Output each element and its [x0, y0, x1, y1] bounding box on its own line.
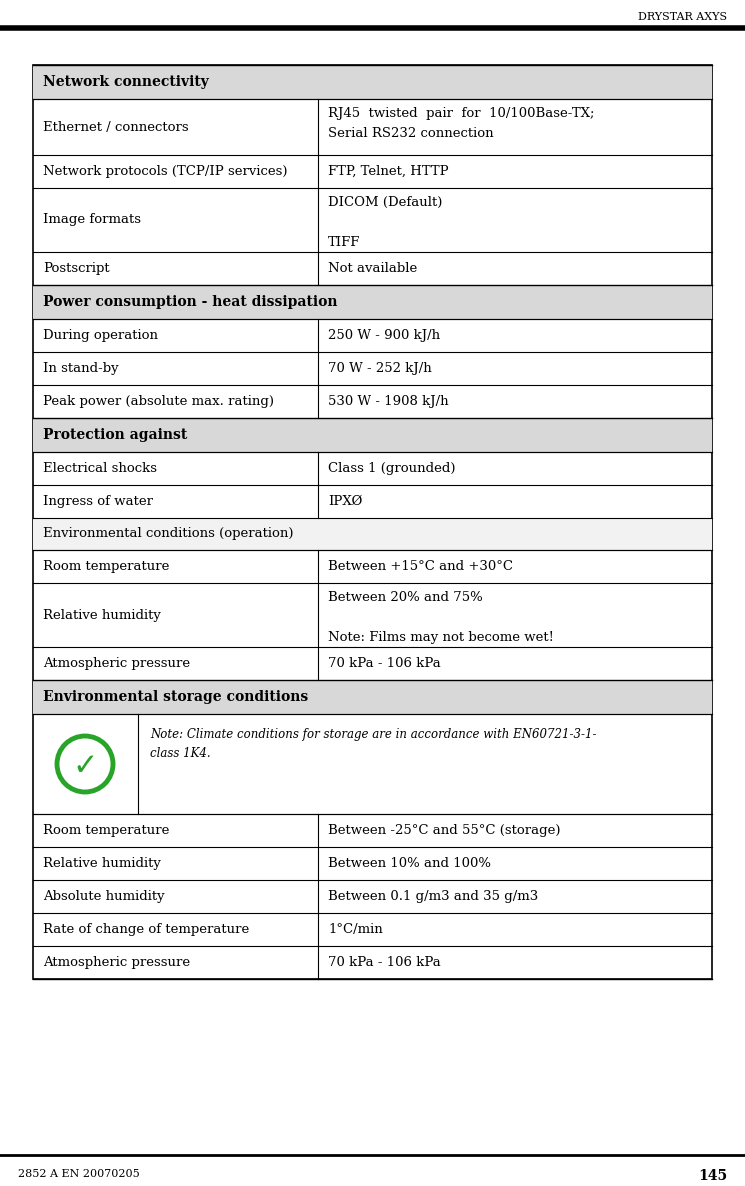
Text: Postscript: Postscript: [43, 262, 110, 275]
Text: Network connectivity: Network connectivity: [43, 75, 209, 89]
Text: Room temperature: Room temperature: [43, 824, 169, 837]
Text: Ethernet / connectors: Ethernet / connectors: [43, 121, 188, 134]
Text: Between 0.1 g/m3 and 35 g/m3: Between 0.1 g/m3 and 35 g/m3: [328, 890, 538, 903]
Text: Note: Climate conditions for storage are in accordance with EN60721-3-1-
class 1: Note: Climate conditions for storage are…: [150, 728, 597, 760]
Text: Peak power (absolute max. rating): Peak power (absolute max. rating): [43, 395, 274, 408]
Text: Power consumption - heat dissipation: Power consumption - heat dissipation: [43, 295, 337, 310]
Text: Atmospheric pressure: Atmospheric pressure: [43, 657, 190, 670]
Text: 2852 A EN 20070205: 2852 A EN 20070205: [18, 1169, 140, 1179]
Text: Between -25°C and 55°C (storage): Between -25°C and 55°C (storage): [328, 824, 560, 837]
Text: Network protocols (TCP/IP services): Network protocols (TCP/IP services): [43, 165, 288, 178]
Text: 70 W - 252 kJ/h: 70 W - 252 kJ/h: [328, 362, 432, 375]
Text: 530 W - 1908 kJ/h: 530 W - 1908 kJ/h: [328, 395, 448, 408]
Bar: [33, 285, 712, 319]
Bar: [33, 417, 712, 452]
Text: In stand-by: In stand-by: [43, 362, 118, 375]
Text: 70 kPa - 106 kPa: 70 kPa - 106 kPa: [328, 657, 441, 670]
Text: Protection against: Protection against: [43, 428, 187, 442]
Text: IPXØ: IPXØ: [328, 495, 362, 508]
Bar: [33, 65, 712, 98]
Text: 70 kPa - 106 kPa: 70 kPa - 106 kPa: [328, 956, 441, 969]
Text: 1°C/min: 1°C/min: [328, 923, 383, 936]
Text: Not available: Not available: [328, 262, 417, 275]
Text: Between 10% and 100%: Between 10% and 100%: [328, 857, 491, 871]
Text: RJ45  twisted  pair  for  10/100Base-TX;
Serial RS232 connection: RJ45 twisted pair for 10/100Base-TX; Ser…: [328, 107, 595, 140]
Text: Relative humidity: Relative humidity: [43, 857, 161, 871]
Text: DRYSTAR AXYS: DRYSTAR AXYS: [638, 12, 727, 23]
Bar: [33, 65, 712, 978]
Text: Electrical shocks: Electrical shocks: [43, 463, 157, 476]
Text: Environmental conditions (operation): Environmental conditions (operation): [43, 528, 294, 541]
Text: 250 W - 900 kJ/h: 250 W - 900 kJ/h: [328, 329, 440, 342]
Text: Absolute humidity: Absolute humidity: [43, 890, 165, 903]
Text: Room temperature: Room temperature: [43, 560, 169, 573]
Text: Image formats: Image formats: [43, 213, 141, 227]
Text: Ingress of water: Ingress of water: [43, 495, 153, 508]
Text: FTP, Telnet, HTTP: FTP, Telnet, HTTP: [328, 165, 448, 178]
Text: Environmental storage conditions: Environmental storage conditions: [43, 690, 308, 704]
Bar: [33, 518, 712, 550]
Text: Atmospheric pressure: Atmospheric pressure: [43, 956, 190, 969]
Text: During operation: During operation: [43, 329, 158, 342]
Text: Relative humidity: Relative humidity: [43, 608, 161, 621]
Bar: [33, 680, 712, 714]
Text: Class 1 (grounded): Class 1 (grounded): [328, 463, 455, 476]
Text: Rate of change of temperature: Rate of change of temperature: [43, 923, 250, 936]
Text: Between 20% and 75%

Note: Films may not become wet!: Between 20% and 75% Note: Films may not …: [328, 591, 554, 644]
Text: ✓: ✓: [72, 752, 98, 780]
Text: Between +15°C and +30°C: Between +15°C and +30°C: [328, 560, 513, 573]
Text: DICOM (Default)

TIFF: DICOM (Default) TIFF: [328, 196, 443, 249]
Text: 145: 145: [698, 1169, 727, 1182]
